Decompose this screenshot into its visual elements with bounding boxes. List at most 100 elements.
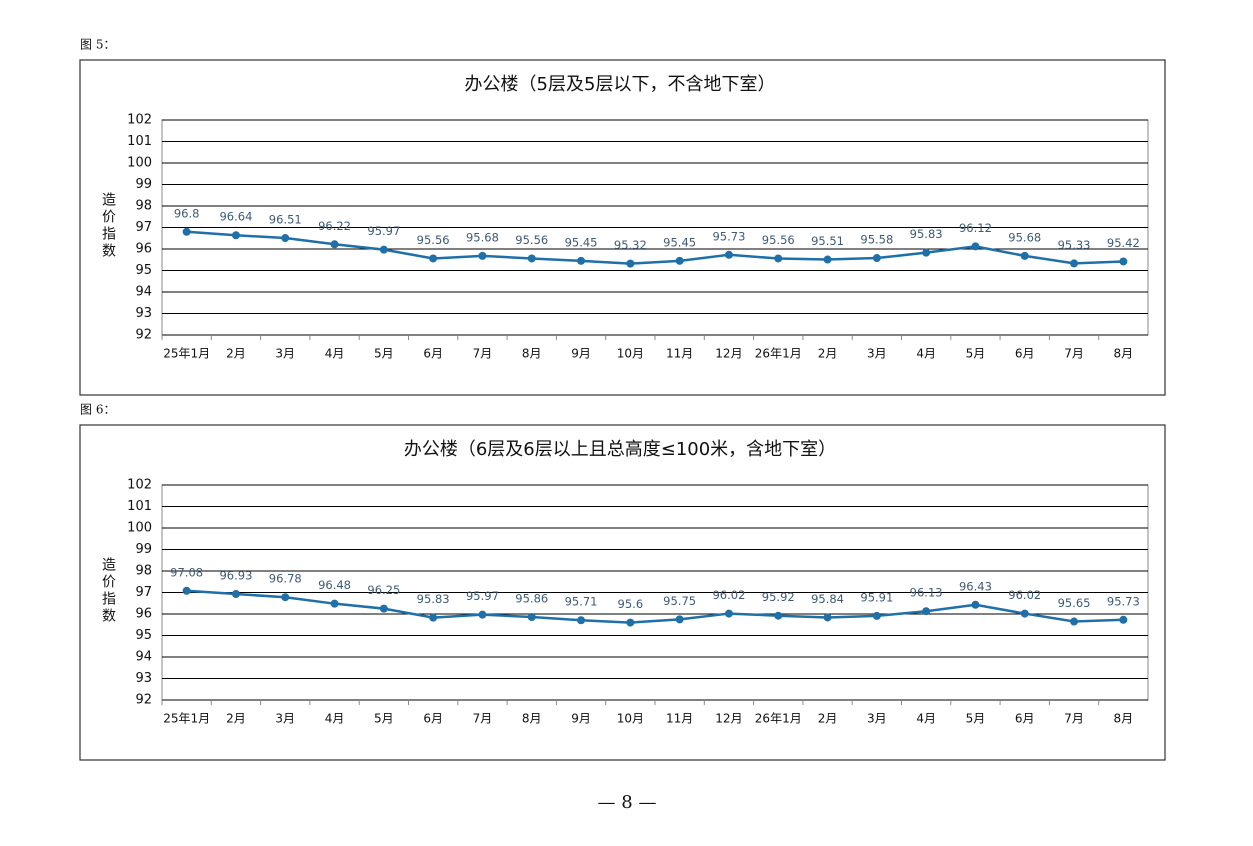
page-number: — 8 — <box>598 792 657 813</box>
chart-title: 办公楼（5层及5层以下，不含地下室） <box>465 74 776 95</box>
x-tick-label: 8月 <box>1114 347 1134 361</box>
data-label: 96.64 <box>219 210 252 224</box>
data-label: 96.78 <box>269 572 302 586</box>
data-point <box>527 254 536 263</box>
data-point <box>675 256 684 265</box>
x-tick-label: 3月 <box>867 347 887 361</box>
series-line <box>186 589 1124 624</box>
data-point <box>971 242 980 251</box>
data-label: 95.33 <box>1058 238 1091 252</box>
data-label: 95.68 <box>466 230 499 244</box>
data-label: 96.25 <box>367 583 400 597</box>
y-tick-label: 96 <box>135 607 152 622</box>
data-point <box>823 613 832 622</box>
x-tick-label: 5月 <box>374 347 394 361</box>
data-label: 95.75 <box>663 594 696 608</box>
series-line <box>186 230 1124 265</box>
data-point <box>1070 617 1079 626</box>
data-point <box>922 248 931 257</box>
data-label: 95.45 <box>663 235 696 249</box>
data-point <box>330 240 339 249</box>
data-point <box>577 256 586 265</box>
data-label: 96.48 <box>318 578 351 592</box>
y-tick-label: 100 <box>127 156 152 171</box>
data-label: 95.73 <box>712 229 745 243</box>
x-tick-label: 11月 <box>666 347 693 361</box>
y-axis-label: 造价指数 <box>100 192 116 260</box>
x-tick-label: 4月 <box>325 712 345 726</box>
data-label: 95.68 <box>1008 230 1041 244</box>
data-point <box>478 610 487 619</box>
x-tick-label: 2月 <box>226 347 246 361</box>
y-tick-label: 100 <box>127 521 152 536</box>
y-axis-label: 造价指数 <box>100 557 116 625</box>
data-point <box>823 255 832 264</box>
y-tick-label: 93 <box>135 671 152 686</box>
x-tick-label: 4月 <box>325 347 345 361</box>
x-tick-label: 10月 <box>617 347 644 361</box>
data-label: 95.58 <box>860 233 893 247</box>
data-label: 96.02 <box>712 588 745 602</box>
data-point <box>724 250 733 259</box>
y-tick-label: 102 <box>127 478 152 493</box>
x-tick-label: 5月 <box>966 347 986 361</box>
x-tick-label: 7月 <box>1064 712 1084 726</box>
data-point <box>478 251 487 260</box>
x-tick-label: 4月 <box>916 347 936 361</box>
data-label: 95.86 <box>515 592 548 606</box>
x-tick-label: 8月 <box>522 712 542 726</box>
x-tick-label: 2月 <box>818 347 838 361</box>
chart-title: 办公楼（6层及6层以上且总高度≤100米，含地下室） <box>404 439 836 460</box>
x-tick-label: 11月 <box>666 712 693 726</box>
data-label: 95.42 <box>1107 236 1140 250</box>
x-tick-label: 2月 <box>818 712 838 726</box>
y-tick-label: 92 <box>135 328 152 343</box>
x-tick-label: 6月 <box>1015 712 1035 726</box>
data-label: 95.83 <box>910 227 943 241</box>
y-tick-label: 102 <box>127 113 152 128</box>
data-point <box>1020 609 1029 618</box>
y-tick-label: 97 <box>135 220 152 235</box>
data-point <box>872 254 881 263</box>
data-point <box>182 586 191 595</box>
data-label: 95.91 <box>860 590 893 604</box>
x-tick-label: 26年1月 <box>755 347 802 361</box>
y-tick-label: 96 <box>135 242 152 257</box>
y-tick-label: 97 <box>135 585 152 600</box>
data-label: 96.43 <box>959 579 992 593</box>
data-label: 95.73 <box>1107 594 1140 608</box>
data-label: 96.93 <box>219 569 252 583</box>
x-tick-label: 6月 <box>423 712 443 726</box>
data-label: 96.02 <box>1008 588 1041 602</box>
y-tick-label: 95 <box>135 263 152 278</box>
data-point <box>1119 615 1128 624</box>
x-tick-label: 3月 <box>275 712 295 726</box>
data-label: 95.45 <box>565 235 598 249</box>
data-label: 95.56 <box>417 233 450 247</box>
x-tick-label: 4月 <box>916 712 936 726</box>
data-point <box>872 611 881 620</box>
data-point <box>379 604 388 613</box>
x-tick-label: 12月 <box>715 712 742 726</box>
data-label: 95.56 <box>762 233 795 247</box>
data-label: 96.12 <box>959 221 992 235</box>
x-tick-label: 6月 <box>1015 347 1035 361</box>
data-point <box>1119 257 1128 266</box>
x-tick-label: 26年1月 <box>755 712 802 726</box>
y-tick-label: 101 <box>127 499 152 514</box>
x-tick-label: 3月 <box>275 347 295 361</box>
y-tick-label: 94 <box>135 650 152 665</box>
data-point <box>971 600 980 609</box>
data-label: 95.32 <box>614 238 647 252</box>
data-label: 95.71 <box>565 595 598 609</box>
data-point <box>577 616 586 625</box>
y-tick-label: 93 <box>135 306 152 321</box>
data-point <box>281 234 290 243</box>
data-point <box>281 593 290 602</box>
data-label: 95.6 <box>618 597 644 611</box>
data-label: 96.51 <box>269 213 302 227</box>
x-tick-label: 5月 <box>374 712 394 726</box>
x-tick-label: 9月 <box>571 712 591 726</box>
